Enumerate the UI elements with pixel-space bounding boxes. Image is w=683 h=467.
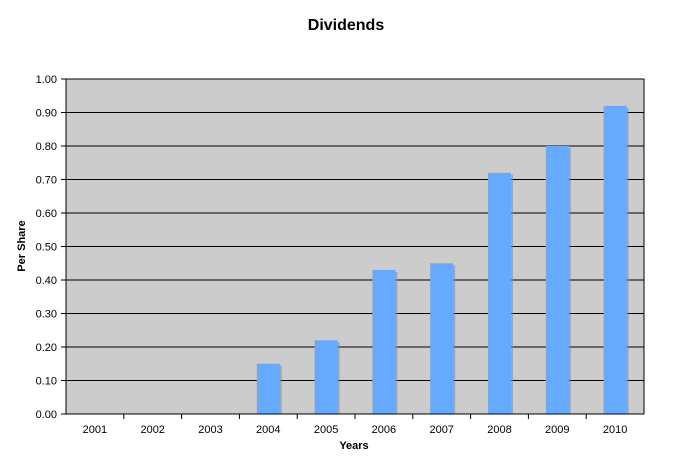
- x-tick-label: 2003: [198, 424, 222, 436]
- y-axis-label: Per Share: [16, 220, 28, 271]
- y-tick-label: 0.10: [36, 376, 57, 388]
- bar-2009: [545, 146, 569, 414]
- x-tick-label: 2005: [314, 424, 338, 436]
- bar-2008: [488, 172, 511, 414]
- y-tick-label: 0.20: [36, 342, 57, 354]
- y-tick-label: 0.90: [36, 108, 57, 120]
- y-axis-ticks: 0.00 0.10 0.20 0.30 0.40 0.50 0.60 0.70 0.80 0.90…: [36, 74, 66, 421]
- bar-2007: [430, 263, 454, 414]
- x-tick-label: 2007: [429, 424, 453, 436]
- y-tick-label: 0.70: [36, 175, 57, 187]
- y-tick-label: 1.00: [36, 74, 57, 86]
- x-axis-ticks: 2001 2002 2003 2004 2005 2006 2007 2008 2009 2010: [83, 414, 627, 436]
- y-tick-label: 0.40: [36, 275, 57, 287]
- bar-2010: [603, 105, 627, 415]
- x-tick-label: 2006: [372, 424, 396, 436]
- bars: [256, 105, 629, 415]
- x-tick-label: 2008: [487, 424, 511, 436]
- y-tick-label: 0.80: [36, 141, 57, 153]
- bar-2004: [256, 363, 280, 414]
- y-tick-label: 0.50: [36, 242, 57, 254]
- bar-2006: [372, 269, 396, 414]
- bar-2005: [314, 340, 338, 414]
- y-tick-label: 0.00: [36, 409, 57, 421]
- x-tick-label: 2001: [83, 424, 107, 436]
- x-tick-label: 2002: [140, 424, 164, 436]
- x-axis-label: Years: [339, 440, 368, 452]
- chart-title: Dividends: [308, 17, 385, 34]
- y-tick-label: 0.30: [36, 309, 57, 321]
- x-tick-label: 2004: [256, 424, 280, 436]
- x-tick-label: 2009: [545, 424, 569, 436]
- y-tick-label: 0.60: [36, 208, 57, 220]
- x-tick-label: 2010: [603, 424, 627, 436]
